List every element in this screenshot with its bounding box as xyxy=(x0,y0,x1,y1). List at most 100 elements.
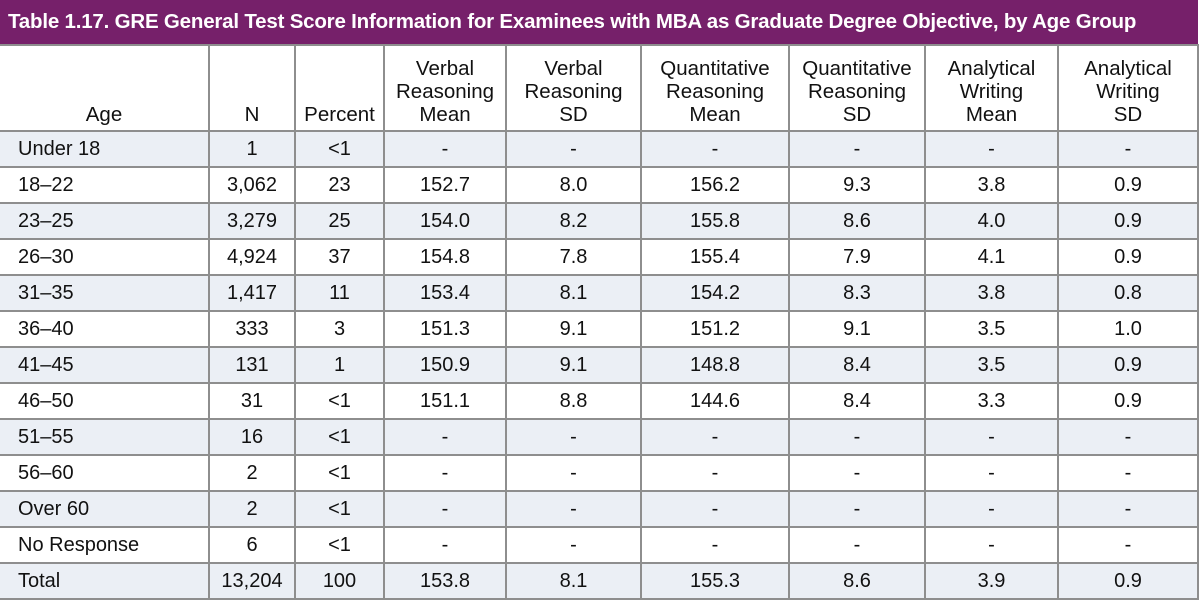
aw-sd-cell: - xyxy=(1057,490,1199,528)
aw-sd-cell: 1.0 xyxy=(1057,310,1199,348)
percent-cell: 23 xyxy=(294,166,385,204)
aw-sd-cell: 0.9 xyxy=(1057,166,1199,204)
qr-mean-cell: 144.6 xyxy=(640,382,790,420)
vr-mean-cell: - xyxy=(383,418,507,456)
vr-mean-cell: 151.1 xyxy=(383,382,507,420)
header-line: Analytical xyxy=(1084,57,1172,80)
qr-mean-cell: - xyxy=(640,526,790,564)
percent-cell: <1 xyxy=(294,526,385,564)
age-cell: 31–35 xyxy=(0,274,210,312)
qr-sd-cell: - xyxy=(788,130,926,168)
table-row: 26–30 4,924 37 154.8 7.8 155.4 7.9 4.1 0.9 xyxy=(0,238,1199,276)
qr-mean-cell: - xyxy=(640,130,790,168)
vr-sd-cell: 8.0 xyxy=(505,166,642,204)
header-line: Verbal xyxy=(544,57,603,80)
column-header-qr-sd: Quantitative Reasoning SD xyxy=(788,44,926,132)
header-line: Writing xyxy=(959,80,1024,103)
n-cell: 16 xyxy=(208,418,296,456)
n-cell: 4,924 xyxy=(208,238,296,276)
qr-sd-cell: - xyxy=(788,418,926,456)
table-row: 56–60 2 <1- - - - - - xyxy=(0,454,1199,492)
aw-mean-cell: 3.8 xyxy=(924,166,1059,204)
header-line: Reasoning xyxy=(524,80,623,103)
qr-mean-cell: 148.8 xyxy=(640,346,790,384)
vr-mean-cell: 154.0 xyxy=(383,202,507,240)
age-cell: 51–55 xyxy=(0,418,210,456)
vr-mean-cell: 151.3 xyxy=(383,310,507,348)
column-header-vr-sd: Verbal Reasoning SD xyxy=(505,44,642,132)
age-cell: Total xyxy=(0,562,210,600)
vr-mean-cell: - xyxy=(383,454,507,492)
vr-sd-cell: 9.1 xyxy=(505,346,642,384)
n-cell: 6 xyxy=(208,526,296,564)
qr-mean-cell: - xyxy=(640,490,790,528)
n-cell: 2 xyxy=(208,454,296,492)
n-cell: 2 xyxy=(208,490,296,528)
qr-mean-cell: 155.4 xyxy=(640,238,790,276)
percent-cell: <1 xyxy=(294,130,385,168)
aw-sd-cell: 0.9 xyxy=(1057,562,1199,600)
n-cell: 3,279 xyxy=(208,202,296,240)
column-header-aw-sd: Analytical Writing SD xyxy=(1057,44,1199,132)
aw-sd-cell: - xyxy=(1057,130,1199,168)
percent-cell: <1 xyxy=(294,490,385,528)
header-line: Mean xyxy=(689,103,741,126)
qr-mean-cell: 151.2 xyxy=(640,310,790,348)
table-row: 51–55 16 <1- - - - - - xyxy=(0,418,1199,456)
percent-cell: 100 xyxy=(294,562,385,600)
vr-sd-cell: - xyxy=(505,130,642,168)
column-header-vr-mean: Verbal Reasoning Mean xyxy=(383,44,507,132)
table-title: Table 1.17. GRE General Test Score Infor… xyxy=(0,0,1198,44)
age-cell: 23–25 xyxy=(0,202,210,240)
vr-mean-cell: - xyxy=(383,526,507,564)
aw-mean-cell: 3.9 xyxy=(924,562,1059,600)
header-line: SD xyxy=(842,103,872,126)
aw-mean-cell: 3.8 xyxy=(924,274,1059,312)
header-line: SD xyxy=(559,103,588,126)
table-row: 31–35 1,417 11 153.4 8.1 154.2 8.3 3.8 0.8 xyxy=(0,274,1199,312)
percent-cell: 37 xyxy=(294,238,385,276)
vr-sd-cell: 8.1 xyxy=(505,274,642,312)
table-body: Under 18 1 <1- - - - - -18–22 3,062 23 152.7 8.0 156… xyxy=(0,130,1199,600)
qr-sd-cell: 8.3 xyxy=(788,274,926,312)
header-line: Quantitative xyxy=(660,57,770,80)
age-cell: 26–30 xyxy=(0,238,210,276)
header-line: Analytical xyxy=(947,57,1036,80)
qr-mean-cell: - xyxy=(640,418,790,456)
column-header-percent: Percent xyxy=(294,44,385,132)
header-row: Age N Percent Verbal Reasoning Mean Verbal… xyxy=(0,44,1199,132)
percent-cell: 1 xyxy=(294,346,385,384)
qr-sd-cell: 7.9 xyxy=(788,238,926,276)
aw-sd-cell: 0.9 xyxy=(1057,382,1199,420)
header-line: Reasoning xyxy=(665,80,764,103)
aw-sd-cell: - xyxy=(1057,418,1199,456)
column-header-n: N xyxy=(208,44,296,132)
header-line: Mean xyxy=(419,103,471,126)
aw-sd-cell: 0.9 xyxy=(1057,238,1199,276)
qr-sd-cell: 8.6 xyxy=(788,202,926,240)
percent-cell: 3 xyxy=(294,310,385,348)
table-row: 18–22 3,062 23 152.7 8.0 156.2 9.3 3.8 0.9 xyxy=(0,166,1199,204)
table-row: 41–45 131 1 150.9 9.1 148.8 8.4 3.5 0.9 xyxy=(0,346,1199,384)
aw-mean-cell: - xyxy=(924,454,1059,492)
table-row: 36–40 333 3 151.3 9.1 151.2 9.1 3.5 1.0 xyxy=(0,310,1199,348)
qr-mean-cell: 156.2 xyxy=(640,166,790,204)
vr-sd-cell: - xyxy=(505,418,642,456)
header-line: Writing xyxy=(1096,80,1160,103)
percent-cell: <1 xyxy=(294,454,385,492)
aw-mean-cell: 3.5 xyxy=(924,310,1059,348)
table-row: 23–25 3,279 25 154.0 8.2 155.8 8.6 4.0 0.9 xyxy=(0,202,1199,240)
vr-mean-cell: 153.4 xyxy=(383,274,507,312)
percent-cell: <1 xyxy=(294,382,385,420)
header-line: Reasoning xyxy=(395,80,494,103)
header-line: Quantitative xyxy=(802,57,912,80)
vr-mean-cell: 154.8 xyxy=(383,238,507,276)
vr-sd-cell: 9.1 xyxy=(505,310,642,348)
table-row: Over 60 2 <1- - - - - - xyxy=(0,490,1199,528)
n-cell: 31 xyxy=(208,382,296,420)
aw-mean-cell: 3.3 xyxy=(924,382,1059,420)
vr-sd-cell: - xyxy=(505,454,642,492)
qr-sd-cell: 9.1 xyxy=(788,310,926,348)
vr-sd-cell: - xyxy=(505,490,642,528)
table-row: 46–50 31 <1 151.1 8.8 144.6 8.4 3.3 0.9 xyxy=(0,382,1199,420)
